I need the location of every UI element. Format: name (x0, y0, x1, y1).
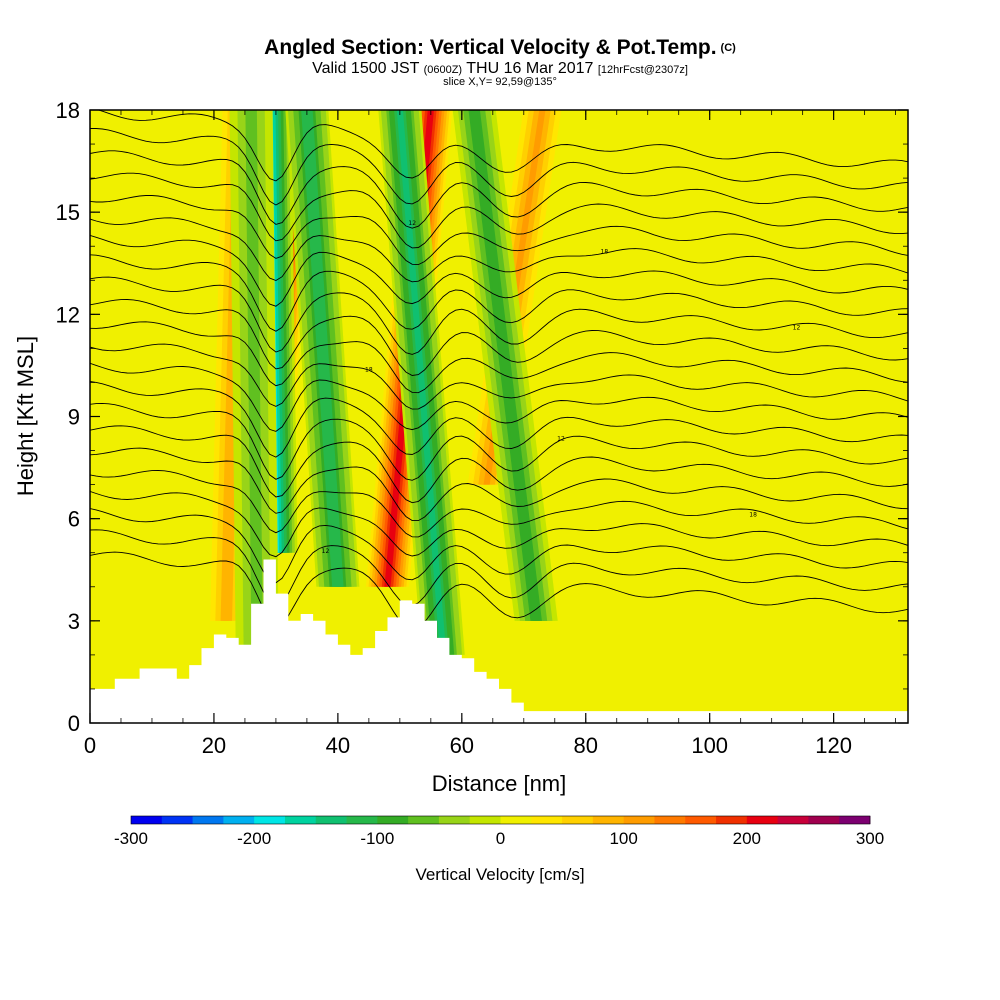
theta-contour (90, 529, 908, 607)
theta-contour (90, 150, 908, 229)
colorbar-swatch (531, 816, 563, 824)
theta-contour (90, 490, 908, 558)
colorbar-swatch (654, 816, 686, 824)
colorbar-tick-label: 300 (856, 829, 884, 848)
terrain-mask (90, 559, 908, 723)
colorbar-swatch (469, 816, 501, 824)
theta-contour (90, 254, 908, 332)
colorbar-swatch (346, 816, 378, 824)
y-tick-label: 9 (68, 405, 80, 430)
colorbar-tick-label: 0 (496, 829, 505, 848)
y-tick-label: 3 (68, 609, 80, 634)
colorbar-swatch (716, 816, 748, 824)
y-tick-label: 12 (56, 302, 80, 327)
colorbar-tick-label: -300 (114, 829, 148, 848)
contour-label: 12 (557, 436, 565, 443)
x-tick-label: 80 (574, 733, 598, 758)
downdraft-band (452, 110, 558, 621)
colorbar-tick-label: 200 (733, 829, 761, 848)
x-tick-label: 100 (691, 733, 728, 758)
chart-title: Angled Section: Vertical Velocity & Pot.… (264, 36, 736, 59)
velocity-field (90, 110, 908, 723)
y-axis-label: Height [Kft MSL] (13, 336, 38, 496)
x-tick-label: 60 (450, 733, 474, 758)
x-tick-label: 20 (202, 733, 226, 758)
x-tick-label: 40 (326, 733, 350, 758)
theta-contour (90, 508, 908, 584)
theta-contour (90, 217, 908, 283)
colorbar-swatch (500, 816, 532, 824)
theta-contour (90, 343, 908, 410)
colorbar-swatch (315, 816, 347, 824)
colorbar-swatch (192, 816, 224, 824)
colorbar-swatch (839, 816, 871, 824)
colorbar-label: Vertical Velocity [cm/s] (415, 865, 584, 884)
theta-contour (90, 321, 908, 394)
colorbar-swatch (223, 816, 255, 824)
theta-contour (90, 402, 908, 481)
theta-contour (90, 470, 908, 538)
colorbar-swatch (131, 816, 163, 824)
colorbar: -300 -200 -100 0 100 200 300 (114, 815, 884, 848)
colorbar-swatch (377, 816, 409, 824)
colorbar-tick-label: -200 (237, 829, 271, 848)
theta-contour (90, 299, 908, 376)
y-tick-label: 18 (56, 98, 80, 123)
colorbar-swatch (562, 816, 594, 824)
contour-label: 18 (601, 249, 609, 256)
chart-subtitle: Valid 1500 JST (0600Z) THU 16 Mar 2017 [… (312, 60, 688, 77)
y-axis: 0 3 6 9 12 15 18 (56, 98, 908, 736)
downdraft-band-layer (471, 110, 540, 621)
contour-label: 18 (749, 512, 757, 519)
colorbar-tick-label: -100 (360, 829, 394, 848)
slice-info: slice X,Y= 92,59@135° (443, 76, 557, 88)
y-tick-label: 15 (56, 200, 80, 225)
colorbar-swatch (685, 816, 717, 824)
theta-contour (90, 195, 908, 266)
contour-label: 12 (322, 548, 330, 555)
colorbar-swatch (438, 816, 471, 824)
colorbar-swatch (284, 816, 317, 824)
theta-contour (90, 551, 908, 630)
y-tick-label: 6 (68, 507, 80, 532)
x-axis-label: Distance [nm] (432, 771, 567, 796)
contour-label: 12 (793, 325, 801, 332)
x-tick-label: 120 (815, 733, 852, 758)
contour-label: 18 (365, 366, 373, 373)
colorbar-swatch (808, 816, 840, 824)
theta-contour (90, 381, 908, 458)
colorbar-frame (130, 815, 871, 825)
theta-contour (90, 128, 908, 206)
colorbar-swatch (408, 816, 440, 824)
colorbar-swatch (161, 816, 193, 824)
theta-contour (90, 425, 908, 504)
contour-label: 12 (408, 220, 416, 227)
colorbar-swatch (777, 816, 809, 824)
theta-contour (90, 172, 908, 249)
colorbar-swatch (623, 816, 655, 824)
downdraft-band-layer (248, 110, 261, 655)
colorbar-swatch (746, 816, 779, 824)
downdraft-band (285, 110, 360, 587)
theta-contour (90, 276, 908, 355)
theta-contours: 12 18 12 18 12 18 12 (90, 110, 908, 630)
theta-contour (90, 362, 908, 432)
x-tick-label: 0 (84, 733, 96, 758)
y-tick-label: 0 (68, 711, 80, 736)
x-axis: 0 20 40 60 80 100 120 (84, 110, 897, 758)
colorbar-tick-label: 100 (609, 829, 637, 848)
downdraft-band-layer (303, 110, 341, 587)
theta-contour (96, 110, 908, 182)
theta-contour (90, 447, 908, 522)
theta-contour (90, 234, 908, 307)
colorbar-swatch (592, 816, 625, 824)
colorbar-swatch (254, 816, 286, 824)
